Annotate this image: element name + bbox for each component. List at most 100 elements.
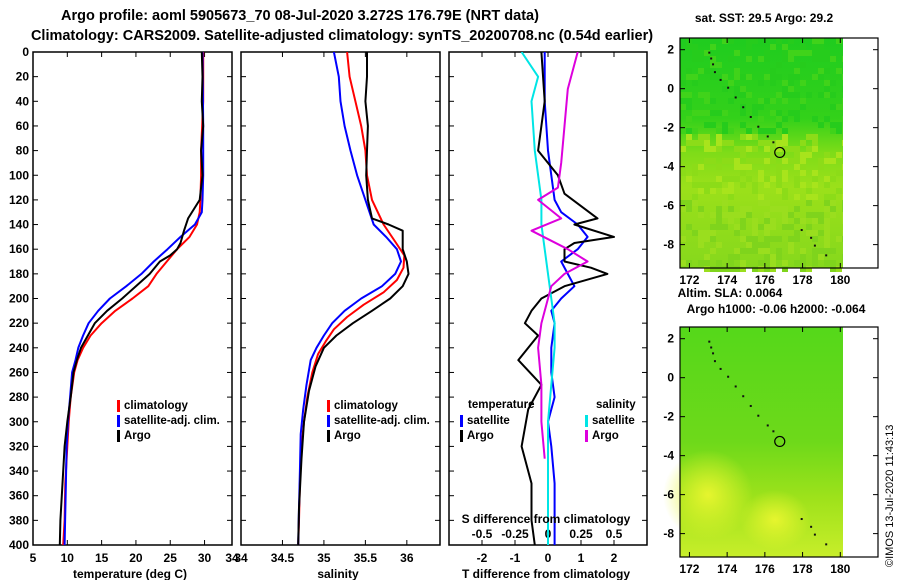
sst-pixel	[752, 242, 758, 248]
sst-pixel	[758, 194, 764, 200]
map-x-tick-label: 180	[830, 562, 850, 576]
sst-pixel	[686, 206, 692, 212]
sst-pixel	[782, 50, 788, 56]
sst-pixel	[818, 218, 824, 224]
x-tick-label: 25	[164, 551, 178, 565]
sst-pixel	[788, 146, 794, 152]
depth-tick-label: 380	[9, 513, 29, 527]
sst-pixel	[716, 182, 722, 188]
x-tick-label: 20	[129, 551, 143, 565]
x-tick-label: -2	[477, 551, 488, 565]
sst-pixel	[740, 212, 746, 218]
island-mark	[766, 135, 769, 138]
salinity-legend: climatology satellite-adj. clim. Argo	[327, 400, 430, 442]
sst-pixel	[698, 68, 704, 74]
sst-pixel	[740, 164, 746, 170]
sst-pixel	[824, 152, 830, 158]
sst-pixel	[698, 140, 704, 146]
sst-pixel	[716, 140, 722, 146]
sst-pixel	[734, 254, 740, 260]
island-mark	[712, 352, 715, 355]
legend-climatology-label: climatology	[334, 400, 399, 412]
sst-pixel	[752, 248, 758, 254]
depth-tick-label: 20	[16, 70, 30, 84]
sst-pixel	[824, 224, 830, 230]
sst-pixel	[794, 116, 800, 122]
sst-pixel	[794, 260, 800, 266]
sst-pixel	[686, 44, 692, 50]
sst-pixel	[686, 104, 692, 110]
argo-location-marker	[774, 146, 786, 159]
sst-pixel	[758, 266, 764, 272]
map-y-tick-label: -4	[663, 449, 674, 463]
island-mark	[810, 236, 813, 239]
sst-pixel	[740, 152, 746, 158]
island-mark	[757, 414, 760, 417]
sst-pixel	[782, 140, 788, 146]
sst-pixel	[782, 212, 788, 218]
sst-pixel	[692, 182, 698, 188]
sst-pixel	[692, 164, 698, 170]
sst-pixel	[758, 80, 764, 86]
depth-tick-label: 100	[9, 168, 29, 182]
series-line-argo	[297, 52, 410, 545]
sst-pixel	[716, 176, 722, 182]
sst-pixel	[698, 212, 704, 218]
sst-pixel	[710, 236, 716, 242]
sst-pixel	[710, 158, 716, 164]
sst-pixel	[800, 140, 806, 146]
legend-argo-label: Argo	[334, 430, 361, 442]
sst-pixel	[710, 188, 716, 194]
depth-tick-label: 120	[9, 193, 29, 207]
sst-pixel	[716, 146, 722, 152]
sst-pixel	[710, 68, 716, 74]
legend-argo-swatch	[327, 430, 330, 442]
map-y-tick-label: -8	[663, 527, 674, 541]
sst-pixel	[752, 218, 758, 224]
sst-pixel	[746, 92, 752, 98]
x-tick-label: 34	[225, 551, 239, 565]
sst-pixel	[716, 218, 722, 224]
sst-pixel	[776, 248, 782, 254]
sst-pixel	[752, 224, 758, 230]
sst-pixel	[830, 266, 836, 272]
sst-pixel	[710, 224, 716, 230]
sst-pixel	[776, 254, 782, 260]
sst-pixel	[782, 206, 788, 212]
sst-pixel	[788, 56, 794, 62]
sst-pixel	[680, 128, 686, 134]
island-mark	[727, 375, 730, 378]
sst-pixel	[764, 146, 770, 152]
depth-tick-label: 240	[9, 341, 29, 355]
sst-pixel	[752, 188, 758, 194]
sst-pixel	[734, 164, 740, 170]
sst-pixel	[824, 182, 830, 188]
sst-pixel	[782, 134, 788, 140]
sst-pixel	[800, 158, 806, 164]
sst-pixel	[740, 260, 746, 266]
sst-pixel	[686, 116, 692, 122]
sst-pixel	[728, 218, 734, 224]
sst-pixel	[764, 158, 770, 164]
sst-pixel	[782, 98, 788, 104]
sst-map-panel: sat. SST: 29.5 Argo: 29.2 172 174 176 178 18…	[663, 11, 879, 287]
sst-pixel	[740, 236, 746, 242]
sst-pixel	[716, 206, 722, 212]
sst-pixel	[776, 62, 782, 68]
sst-pixel	[788, 86, 794, 92]
sst-pixel	[794, 230, 800, 236]
x-tick-label: 15	[95, 551, 109, 565]
sst-pixel	[776, 74, 782, 80]
sst-pixel	[746, 164, 752, 170]
island-mark	[766, 424, 769, 427]
sst-pixel	[698, 242, 704, 248]
sst-pixel	[818, 44, 824, 50]
sst-pixel	[830, 200, 836, 206]
sst-pixel	[836, 122, 842, 128]
sst-pixel	[812, 146, 818, 152]
sst-pixel	[758, 248, 764, 254]
sst-pixel	[824, 158, 830, 164]
sst-pixel	[692, 170, 698, 176]
sst-pixel	[704, 50, 710, 56]
sst-pixel	[764, 140, 770, 146]
